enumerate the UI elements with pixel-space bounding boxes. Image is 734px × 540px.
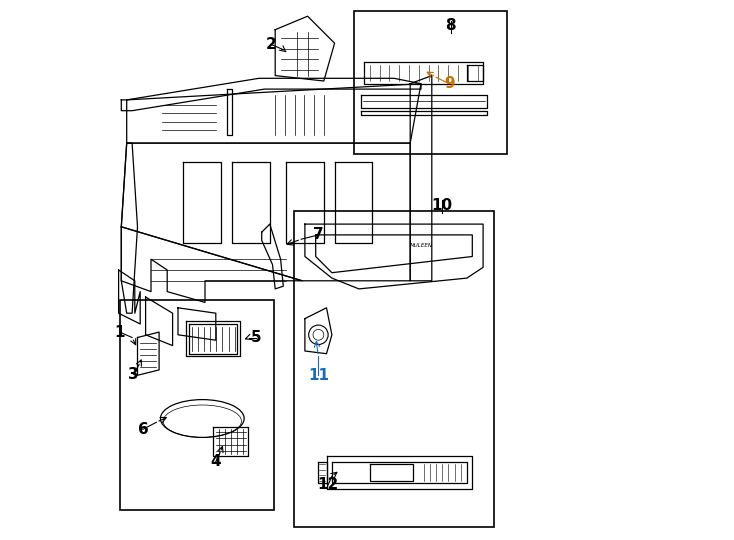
Text: MULEEN: MULEEN [410, 243, 432, 248]
Text: 5: 5 [251, 330, 261, 345]
Text: 9: 9 [444, 76, 454, 91]
Text: 11: 11 [308, 368, 329, 383]
Text: 1: 1 [115, 325, 125, 340]
Text: 12: 12 [318, 477, 339, 492]
Text: 10: 10 [431, 198, 452, 213]
Text: 6: 6 [137, 422, 148, 437]
Text: 8: 8 [446, 18, 456, 33]
Text: 2: 2 [266, 37, 276, 52]
Bar [294, 211, 494, 526]
Text: 3: 3 [128, 367, 139, 382]
Bar [120, 300, 274, 510]
Bar [354, 11, 507, 154]
Text: 7: 7 [313, 227, 324, 242]
Text: 4: 4 [211, 454, 221, 469]
